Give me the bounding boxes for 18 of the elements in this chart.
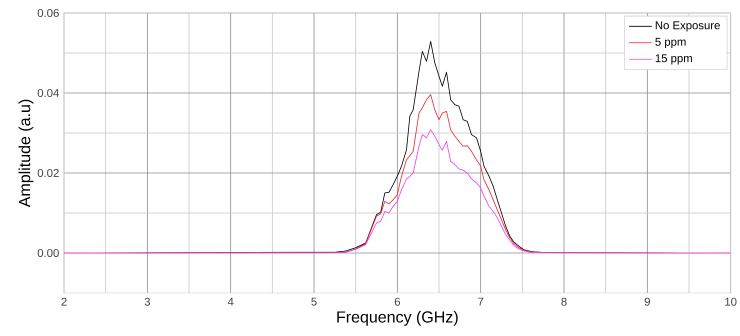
x-tick-label: 5 — [311, 298, 317, 306]
x-tick-label: 2 — [61, 298, 67, 306]
legend-label: 15 ppm — [656, 54, 692, 64]
y-axis-title: Amplitude (a.u) — [18, 100, 34, 208]
y-tick-label: 0.02 — [38, 168, 59, 177]
legend-label: 5 ppm — [655, 38, 686, 48]
x-tick-label: 8 — [561, 298, 567, 306]
y-tick-label: 0.04 — [38, 89, 59, 98]
x-axis-title: Frequency (GHz) — [337, 310, 458, 326]
x-tick-label: 9 — [644, 298, 650, 306]
x-tick-label: 10 — [725, 298, 737, 306]
x-tick-label: 3 — [144, 298, 150, 306]
legend-label: No Exposure — [656, 21, 720, 32]
y-tick-label: 0.06 — [38, 9, 59, 18]
x-tick-label: 6 — [394, 298, 400, 306]
x-tick-label: 7 — [478, 298, 484, 306]
x-tick-label: 4 — [228, 298, 234, 306]
y-tick-label: 0.00 — [38, 248, 59, 257]
